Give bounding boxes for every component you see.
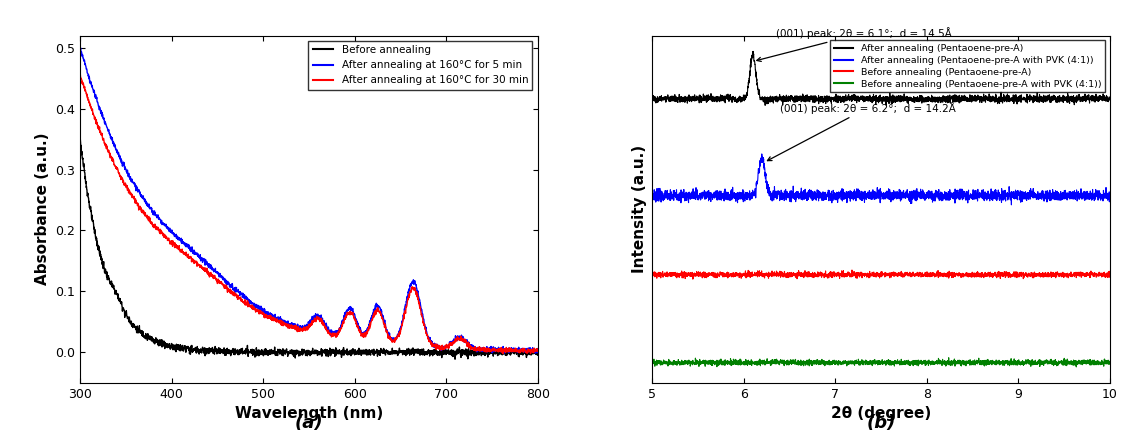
X-axis label: 2θ (degree): 2θ (degree) bbox=[831, 406, 931, 421]
Y-axis label: Intensity (a.u.): Intensity (a.u.) bbox=[631, 145, 646, 273]
Text: (001) peak: 2θ = 6.1°;  d = 14.5Å: (001) peak: 2θ = 6.1°; d = 14.5Å bbox=[757, 27, 952, 61]
Text: (001) peak: 2θ = 6.2°;  d = 14.2Å: (001) peak: 2θ = 6.2°; d = 14.2Å bbox=[768, 102, 956, 161]
Text: (b): (b) bbox=[866, 414, 896, 432]
Legend: Before annealing, After annealing at 160°C for 5 min, After annealing at 160°C f: Before annealing, After annealing at 160… bbox=[309, 41, 532, 89]
Text: (a): (a) bbox=[294, 414, 324, 432]
X-axis label: Wavelength (nm): Wavelength (nm) bbox=[235, 406, 383, 421]
Legend: After annealing (Pentaoene-pre-A), After annealing (Pentaoene-pre-A with PVK (4:: After annealing (Pentaoene-pre-A), After… bbox=[831, 40, 1105, 93]
Y-axis label: Absorbance (a.u.): Absorbance (a.u.) bbox=[34, 133, 49, 285]
